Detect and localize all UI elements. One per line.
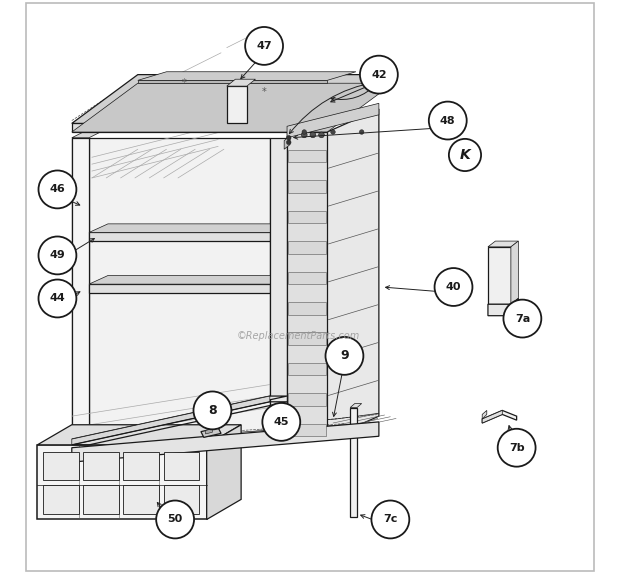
Polygon shape [83,452,119,480]
Polygon shape [288,393,326,406]
Polygon shape [488,241,518,247]
Polygon shape [488,247,511,304]
Polygon shape [138,72,356,80]
Circle shape [38,236,76,274]
Circle shape [330,130,335,134]
Polygon shape [288,211,326,223]
Text: 50: 50 [167,514,183,525]
Text: 40: 40 [446,282,461,292]
Text: 49: 49 [50,250,65,261]
Circle shape [286,140,291,145]
Circle shape [310,132,316,138]
Polygon shape [288,332,326,345]
Polygon shape [72,422,379,462]
Text: 46: 46 [50,184,65,195]
Polygon shape [89,276,289,284]
Polygon shape [488,298,518,316]
Text: 42: 42 [371,69,387,80]
Circle shape [498,429,536,467]
Polygon shape [43,452,79,480]
Polygon shape [89,232,270,241]
Polygon shape [72,396,270,445]
Polygon shape [288,150,326,162]
Polygon shape [482,410,516,423]
Circle shape [360,130,364,134]
Polygon shape [201,428,221,437]
Text: 8: 8 [208,404,217,417]
Circle shape [326,337,363,375]
Polygon shape [43,485,79,514]
FancyBboxPatch shape [26,3,594,571]
Text: 7a: 7a [515,313,530,324]
Polygon shape [89,224,289,232]
Polygon shape [482,410,502,423]
Polygon shape [72,138,89,442]
Circle shape [435,268,472,306]
Polygon shape [123,452,159,480]
Polygon shape [37,445,206,519]
Text: *: * [262,87,267,97]
Circle shape [360,56,398,94]
Polygon shape [288,424,326,436]
Polygon shape [206,425,241,519]
Text: 44: 44 [50,293,65,304]
Polygon shape [164,485,199,514]
Polygon shape [206,429,213,434]
Polygon shape [288,241,326,254]
Text: 9: 9 [340,350,349,362]
Polygon shape [72,396,287,439]
Polygon shape [284,136,290,149]
Polygon shape [227,86,247,123]
Polygon shape [83,485,119,514]
Circle shape [38,280,76,317]
Polygon shape [164,452,199,480]
Polygon shape [37,425,241,445]
Polygon shape [89,284,270,293]
Text: 45: 45 [273,417,289,427]
Polygon shape [287,132,327,439]
Polygon shape [72,75,393,123]
Text: 7c: 7c [383,514,397,525]
Text: 7b: 7b [509,443,525,453]
Polygon shape [138,80,327,83]
Circle shape [302,130,306,134]
Polygon shape [288,363,326,375]
Polygon shape [72,129,106,138]
Text: 48: 48 [440,115,456,126]
Polygon shape [350,404,361,408]
Polygon shape [288,180,326,193]
Polygon shape [227,79,255,86]
Circle shape [193,391,231,429]
Polygon shape [72,83,393,132]
Polygon shape [72,123,327,132]
Circle shape [245,27,283,65]
Polygon shape [482,410,487,419]
Text: 47: 47 [256,41,272,51]
Polygon shape [350,408,357,517]
Circle shape [301,132,307,138]
Polygon shape [288,302,326,315]
Polygon shape [511,310,518,319]
Circle shape [503,300,541,338]
Circle shape [38,170,76,208]
Polygon shape [89,138,270,439]
Text: K: K [459,148,471,162]
Polygon shape [270,138,287,439]
Circle shape [371,501,409,538]
Circle shape [449,139,481,171]
Circle shape [319,132,324,138]
Text: *: * [181,77,186,88]
Polygon shape [511,241,518,304]
Circle shape [156,501,194,538]
Polygon shape [72,138,89,439]
Polygon shape [123,485,159,514]
Circle shape [429,102,467,139]
Circle shape [286,135,291,140]
Circle shape [262,403,300,441]
Text: ©ReplacementParts.com: ©ReplacementParts.com [237,331,360,341]
Polygon shape [327,109,379,439]
Polygon shape [287,103,379,138]
Polygon shape [288,272,326,284]
